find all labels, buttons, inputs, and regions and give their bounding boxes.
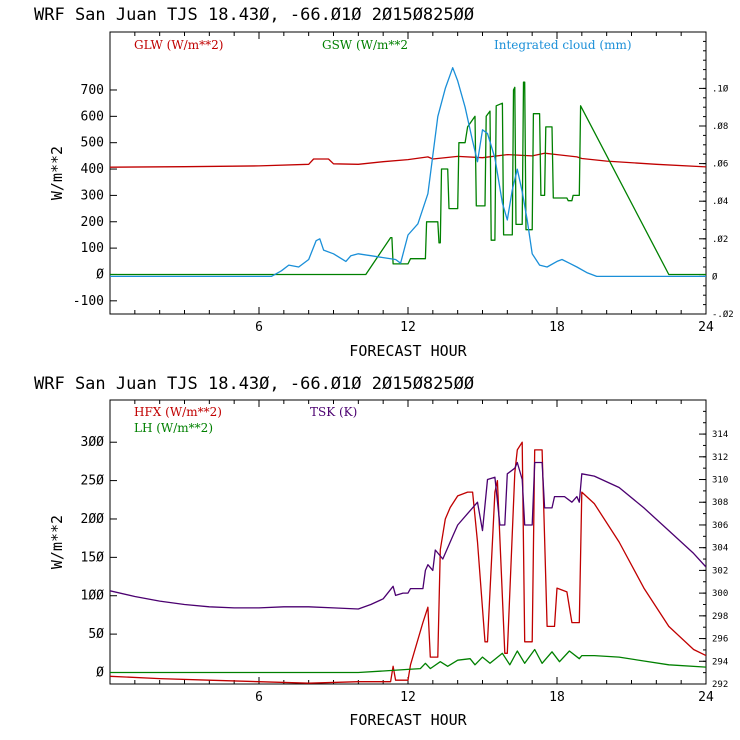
y2-tick-label: 296 — [712, 635, 728, 645]
y2-tick-label: 306 — [712, 521, 728, 531]
x-tick-label: 24 — [698, 690, 714, 705]
y-tick-label: 600 — [81, 109, 104, 124]
chart-panel-1: WRF San Juan TJS 18.43Ø, -66.Ø1Ø 2Ø15Ø82… — [34, 5, 734, 360]
series-line-integrated — [110, 67, 706, 278]
y2-tick-label: 294 — [712, 657, 728, 667]
x-tick-label: 24 — [698, 320, 714, 335]
series-line-gsw — [110, 81, 706, 276]
y2-tick-label: .Ø6 — [712, 159, 728, 170]
y2-tick-label: 308 — [712, 498, 728, 508]
x-tick-label: 18 — [549, 320, 565, 335]
y2-tick-label: 300 — [712, 589, 728, 599]
y-tick-label: 500 — [81, 136, 104, 151]
y-tick-label: 300 — [81, 188, 104, 203]
y-tick-label: 700 — [81, 83, 104, 98]
y-tick-label: 400 — [81, 162, 104, 177]
y2-tick-label: 298 — [712, 612, 728, 622]
y-axis-label: W/m**2 — [48, 515, 66, 569]
y-tick-label: Ø — [96, 267, 104, 282]
x-tick-label: 12 — [400, 320, 416, 335]
x-tick-label: 18 — [549, 690, 565, 705]
y2-tick-label: Ø — [712, 271, 718, 282]
x-tick-label: 6 — [255, 690, 263, 705]
y2-tick-label: .Ø8 — [712, 121, 728, 132]
legend-entry: GSW (W/m**2 — [322, 38, 408, 52]
series-line-tsk — [110, 461, 706, 610]
y2-tick-label: 304 — [712, 544, 728, 554]
y-tick-label: 2ØØ — [81, 512, 105, 527]
y-tick-label: 5Ø — [88, 627, 104, 642]
series-line-glw — [110, 152, 706, 168]
y-tick-label: 3ØØ — [81, 435, 105, 450]
legend-entry: TSK (K) — [310, 405, 357, 419]
plot-frame — [109, 399, 707, 685]
series-line-lh — [110, 648, 706, 674]
plot-frame — [109, 31, 707, 315]
x-tick-label: 6 — [255, 320, 263, 335]
y2-tick-label: .Ø2 — [712, 234, 728, 245]
legend-entry: Integrated cloud (mm) — [494, 38, 632, 52]
legend-entry: HFX (W/m**2) — [134, 405, 222, 419]
y2-tick-label: 314 — [712, 430, 728, 440]
series-line-hfx — [110, 441, 706, 684]
y-tick-label: 200 — [81, 215, 104, 230]
y2-tick-label: .1Ø — [712, 83, 729, 94]
y-tick-label: 1ØØ — [81, 589, 105, 604]
y2-tick-label: 292 — [712, 680, 728, 690]
y-tick-label: 25Ø — [81, 474, 105, 489]
legend-entry: LH (W/m**2) — [134, 421, 213, 435]
y-tick-label: 15Ø — [81, 550, 105, 565]
y-tick-label: -100 — [73, 294, 104, 309]
chart-panel-2: WRF San Juan TJS 18.43Ø, -66.Ø1Ø 2Ø15Ø82… — [34, 374, 728, 729]
legend-entry: GLW (W/m**2) — [134, 38, 223, 52]
y2-tick-label: 312 — [712, 453, 728, 463]
y2-tick-label: 302 — [712, 566, 728, 576]
chart-title: WRF San Juan TJS 18.43Ø, -66.Ø1Ø 2Ø15Ø82… — [34, 374, 474, 394]
chart-title: WRF San Juan TJS 18.43Ø, -66.Ø1Ø 2Ø15Ø82… — [34, 5, 474, 25]
y-tick-label: 100 — [81, 241, 104, 256]
x-axis-label: FORECAST HOUR — [349, 711, 467, 729]
y-axis-label: W/m**2 — [48, 146, 66, 200]
y2-tick-label: -.Ø2 — [712, 309, 734, 320]
y-tick-label: Ø — [96, 665, 104, 680]
y2-tick-label: 310 — [712, 476, 728, 486]
x-tick-label: 12 — [400, 690, 416, 705]
x-axis-label: FORECAST HOUR — [349, 342, 467, 360]
y2-tick-label: .Ø4 — [712, 196, 728, 207]
